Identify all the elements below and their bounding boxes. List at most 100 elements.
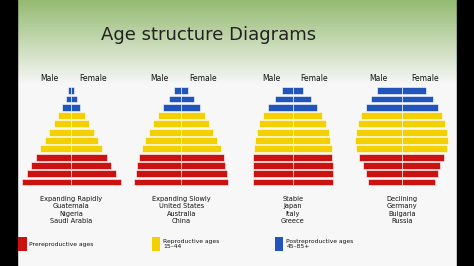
Bar	[365, 104, 401, 111]
Bar	[58, 112, 71, 119]
Bar	[71, 95, 77, 102]
Bar	[292, 162, 333, 169]
Bar	[31, 162, 71, 169]
Text: Age structure Diagrams: Age structure Diagrams	[101, 26, 316, 44]
Text: Prereproductive ages: Prereproductive ages	[29, 242, 94, 247]
Bar	[45, 137, 71, 144]
Bar	[136, 170, 181, 177]
Bar	[71, 120, 89, 127]
Bar	[63, 104, 71, 111]
Text: Male: Male	[369, 74, 388, 83]
Bar	[368, 179, 401, 185]
Bar	[181, 129, 213, 136]
Bar	[292, 137, 330, 144]
Bar	[49, 129, 71, 136]
Bar	[358, 120, 401, 127]
Text: Stable
Japan
Italy
Greece: Stable Japan Italy Greece	[281, 196, 305, 224]
Bar	[255, 137, 292, 144]
Bar	[292, 112, 322, 119]
Bar	[181, 162, 225, 169]
Bar	[292, 179, 333, 185]
Bar	[181, 137, 218, 144]
Bar	[174, 87, 181, 94]
Text: Expanding Slowly
United States
Australia
China: Expanding Slowly United States Australia…	[152, 196, 210, 224]
Bar	[263, 112, 292, 119]
Bar	[292, 129, 328, 136]
Bar	[365, 170, 401, 177]
Text: Female: Female	[411, 74, 439, 83]
Bar	[181, 104, 200, 111]
Bar	[401, 120, 445, 127]
Bar	[253, 162, 292, 169]
Bar	[253, 170, 292, 177]
Bar	[401, 170, 438, 177]
Bar	[36, 154, 71, 160]
Bar	[371, 95, 401, 102]
Bar	[283, 87, 292, 94]
Bar	[401, 137, 448, 144]
Text: Expanding Rapidly
Guatemala
Nigeria
Saudi Arabia: Expanding Rapidly Guatemala Nigeria Saud…	[40, 196, 102, 224]
Bar	[401, 179, 435, 185]
Text: Postreproductive ages
45–85+: Postreproductive ages 45–85+	[286, 239, 354, 250]
Bar	[71, 179, 121, 185]
Bar	[139, 154, 181, 160]
Bar	[254, 146, 292, 152]
Bar	[71, 129, 93, 136]
Text: Reproductive ages
15–44: Reproductive ages 15–44	[163, 239, 219, 250]
Bar	[257, 129, 292, 136]
Bar	[292, 120, 326, 127]
Bar	[253, 179, 292, 185]
Bar	[157, 112, 181, 119]
Bar	[169, 95, 181, 102]
Bar	[401, 146, 447, 152]
Bar	[253, 154, 292, 160]
Bar	[66, 95, 71, 102]
Bar	[181, 120, 210, 127]
Bar	[292, 154, 332, 160]
Bar	[27, 170, 71, 177]
Text: Male: Male	[150, 74, 168, 83]
Bar	[401, 154, 444, 160]
Text: Female: Female	[300, 74, 328, 83]
Text: Declining
Germany
Bulgaria
Russia: Declining Germany Bulgaria Russia	[386, 196, 417, 224]
Bar	[401, 112, 442, 119]
Bar	[259, 120, 292, 127]
Text: Male: Male	[262, 74, 281, 83]
Bar	[71, 104, 80, 111]
Bar	[292, 87, 303, 94]
Bar	[181, 170, 227, 177]
Bar	[40, 146, 71, 152]
Bar	[292, 95, 310, 102]
Bar	[181, 112, 205, 119]
Bar	[356, 129, 401, 136]
Bar	[71, 162, 111, 169]
Bar	[268, 104, 292, 111]
Bar	[401, 162, 440, 169]
Text: Male: Male	[40, 74, 58, 83]
Bar	[292, 104, 317, 111]
Bar	[54, 120, 71, 127]
Bar	[71, 112, 85, 119]
Bar	[181, 146, 221, 152]
Bar	[163, 104, 181, 111]
Bar	[153, 120, 181, 127]
Bar	[363, 162, 401, 169]
Bar	[181, 95, 194, 102]
Bar	[149, 129, 181, 136]
Bar	[71, 154, 107, 160]
Bar	[71, 137, 98, 144]
Bar	[142, 146, 181, 152]
Bar	[181, 87, 188, 94]
Bar	[71, 170, 116, 177]
Bar	[22, 179, 71, 185]
Text: Female: Female	[80, 74, 108, 83]
Bar	[401, 129, 447, 136]
Bar	[71, 87, 74, 94]
Bar	[377, 87, 401, 94]
Bar	[401, 95, 433, 102]
Bar	[356, 137, 401, 144]
Bar	[359, 154, 401, 160]
Bar	[0, 0, 17, 266]
Bar	[401, 104, 438, 111]
Bar	[135, 179, 181, 185]
